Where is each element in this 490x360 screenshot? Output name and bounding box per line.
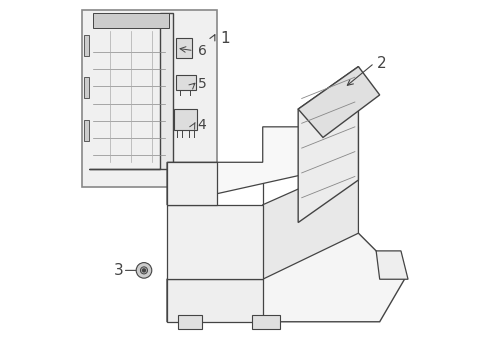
Polygon shape <box>84 120 89 141</box>
Polygon shape <box>173 109 196 130</box>
Text: 5: 5 <box>198 77 207 91</box>
Circle shape <box>141 267 147 274</box>
Polygon shape <box>376 251 408 279</box>
Polygon shape <box>298 67 380 138</box>
Polygon shape <box>252 315 280 329</box>
Polygon shape <box>298 67 358 222</box>
Text: 2: 2 <box>377 55 387 71</box>
Polygon shape <box>178 315 202 329</box>
Circle shape <box>143 269 146 272</box>
Polygon shape <box>176 38 192 58</box>
Text: 1: 1 <box>220 31 230 46</box>
Text: 4: 4 <box>198 118 207 132</box>
Polygon shape <box>176 76 196 90</box>
Polygon shape <box>84 77 89 99</box>
Polygon shape <box>84 35 89 56</box>
Text: 6: 6 <box>198 44 207 58</box>
Polygon shape <box>167 279 263 322</box>
Polygon shape <box>167 127 358 205</box>
Bar <box>82 10 217 187</box>
Polygon shape <box>263 162 358 279</box>
Polygon shape <box>167 205 263 279</box>
Polygon shape <box>93 13 169 28</box>
Polygon shape <box>89 13 172 169</box>
Polygon shape <box>167 162 217 205</box>
Polygon shape <box>167 233 405 322</box>
Text: 3: 3 <box>114 263 123 278</box>
Circle shape <box>136 262 152 278</box>
